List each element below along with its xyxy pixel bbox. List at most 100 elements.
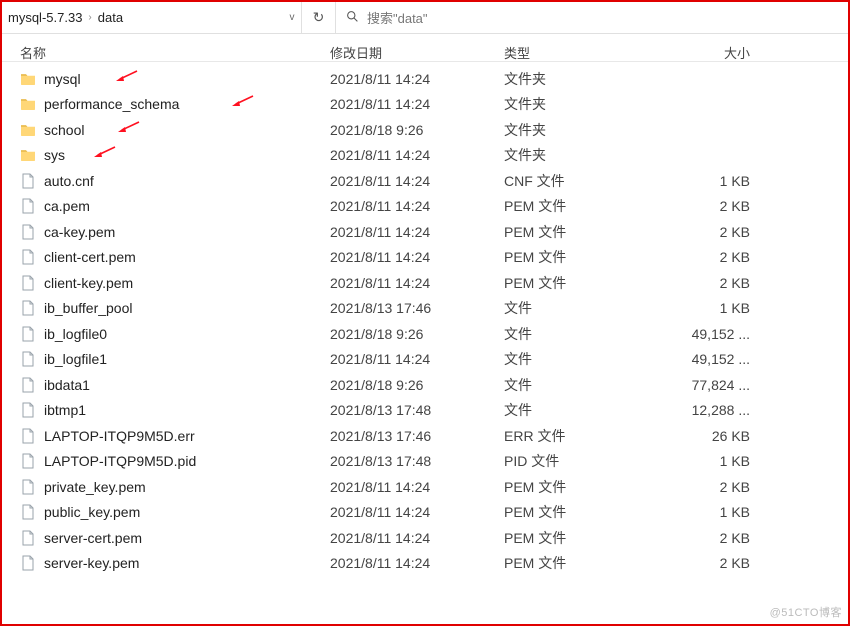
cell-name[interactable]: mysql (2, 71, 330, 87)
cell-name[interactable]: auto.cnf (2, 173, 330, 189)
crumb-current[interactable]: data (98, 10, 123, 25)
annotation-arrow-icon (94, 145, 116, 159)
cell-type: PEM 文件 (504, 273, 654, 293)
cell-type: PEM 文件 (504, 247, 654, 267)
item-name: ib_buffer_pool (44, 300, 132, 316)
file-row[interactable]: auto.cnf2021/8/11 14:24CNF 文件1 KB (2, 168, 848, 194)
cell-name[interactable]: ib_buffer_pool (2, 300, 330, 316)
cell-date: 2021/8/11 14:24 (330, 530, 504, 546)
cell-name[interactable]: client-cert.pem (2, 249, 330, 265)
cell-name[interactable]: server-key.pem (2, 555, 330, 571)
cell-name[interactable]: ibtmp1 (2, 402, 330, 418)
cell-type: CNF 文件 (504, 171, 654, 191)
cell-date: 2021/8/11 14:24 (330, 173, 504, 189)
cell-size: 1 KB (654, 504, 764, 520)
file-icon (20, 249, 36, 265)
cell-type: PEM 文件 (504, 477, 654, 497)
file-row[interactable]: ib_logfile02021/8/18 9:26文件49,152 ... (2, 321, 848, 347)
cell-name[interactable]: private_key.pem (2, 479, 330, 495)
file-icon (20, 428, 36, 444)
file-icon (20, 173, 36, 189)
file-icon (20, 555, 36, 571)
header-name[interactable]: 名称 (2, 43, 330, 62)
item-name: school (44, 122, 84, 138)
cell-type: 文件 (504, 349, 654, 369)
file-row[interactable]: ib_logfile12021/8/11 14:24文件49,152 ... (2, 347, 848, 373)
item-name: server-cert.pem (44, 530, 142, 546)
cell-type: ERR 文件 (504, 426, 654, 446)
file-row[interactable]: ca.pem2021/8/11 14:24PEM 文件2 KB (2, 194, 848, 220)
folder-row[interactable]: sys 2021/8/11 14:24文件夹 (2, 143, 848, 169)
cell-size: 2 KB (654, 530, 764, 546)
cell-name[interactable]: client-key.pem (2, 275, 330, 291)
search-icon (346, 10, 359, 26)
breadcrumb[interactable]: mysql-5.7.33 › data v (2, 2, 302, 33)
crumb-parent[interactable]: mysql-5.7.33 (8, 10, 82, 25)
folder-row[interactable]: mysql 2021/8/11 14:24文件夹 (2, 66, 848, 92)
cell-type: PEM 文件 (504, 222, 654, 242)
cell-type: PEM 文件 (504, 553, 654, 573)
refresh-button[interactable]: ↻ (302, 2, 336, 33)
cell-type: 文件夹 (504, 94, 654, 114)
folder-row[interactable]: performance_schema 2021/8/11 14:24文件夹 (2, 92, 848, 118)
cell-date: 2021/8/18 9:26 (330, 122, 504, 138)
item-name: public_key.pem (44, 504, 140, 520)
file-row[interactable]: client-cert.pem2021/8/11 14:24PEM 文件2 KB (2, 245, 848, 271)
file-row[interactable]: ibtmp12021/8/13 17:48文件12,288 ... (2, 398, 848, 424)
annotation-arrow-icon (116, 69, 138, 83)
file-icon (20, 377, 36, 393)
cell-size: 2 KB (654, 224, 764, 240)
annotation-arrow-icon (118, 120, 140, 134)
cell-name[interactable]: ca-key.pem (2, 224, 330, 240)
cell-size: 2 KB (654, 275, 764, 291)
file-row[interactable]: ib_buffer_pool2021/8/13 17:46文件1 KB (2, 296, 848, 322)
file-row[interactable]: ca-key.pem2021/8/11 14:24PEM 文件2 KB (2, 219, 848, 245)
cell-name[interactable]: ib_logfile0 (2, 326, 330, 342)
item-name: ibdata1 (44, 377, 90, 393)
file-row[interactable]: server-cert.pem2021/8/11 14:24PEM 文件2 KB (2, 525, 848, 551)
cell-name[interactable]: server-cert.pem (2, 530, 330, 546)
header-type[interactable]: 类型 (504, 43, 654, 62)
cell-type: 文件 (504, 324, 654, 344)
file-icon (20, 224, 36, 240)
file-icon (20, 479, 36, 495)
cell-name[interactable]: ib_logfile1 (2, 351, 330, 367)
refresh-icon: ↻ (313, 9, 325, 26)
cell-size: 1 KB (654, 453, 764, 469)
search-box[interactable]: 搜索"data" (336, 2, 848, 33)
cell-name[interactable]: sys (2, 147, 330, 163)
address-toolbar: mysql-5.7.33 › data v ↻ 搜索"data" (2, 2, 848, 34)
cell-type: 文件夹 (504, 120, 654, 140)
cell-name[interactable]: ibdata1 (2, 377, 330, 393)
file-row[interactable]: ibdata12021/8/18 9:26文件77,824 ... (2, 372, 848, 398)
cell-size: 2 KB (654, 479, 764, 495)
file-row[interactable]: public_key.pem2021/8/11 14:24PEM 文件1 KB (2, 500, 848, 526)
file-row[interactable]: LAPTOP-ITQP9M5D.err2021/8/13 17:46ERR 文件… (2, 423, 848, 449)
file-row[interactable]: client-key.pem2021/8/11 14:24PEM 文件2 KB (2, 270, 848, 296)
folder-icon (20, 96, 36, 112)
header-size[interactable]: 大小 (654, 43, 764, 62)
cell-type: PID 文件 (504, 451, 654, 471)
cell-date: 2021/8/11 14:24 (330, 71, 504, 87)
file-row[interactable]: private_key.pem 2021/8/11 14:24PEM 文件2 KB (2, 474, 848, 500)
chevron-down-icon[interactable]: v (283, 12, 301, 23)
header-date[interactable]: 修改日期 (330, 43, 504, 62)
file-icon (20, 198, 36, 214)
cell-size: 1 KB (654, 173, 764, 189)
cell-date: 2021/8/11 14:24 (330, 479, 504, 495)
file-row[interactable]: server-key.pem2021/8/11 14:24PEM 文件2 KB (2, 551, 848, 577)
item-name: private_key.pem (44, 479, 146, 495)
cell-name[interactable]: performance_schema (2, 96, 330, 112)
cell-name[interactable]: LAPTOP-ITQP9M5D.err (2, 428, 330, 444)
cell-date: 2021/8/13 17:48 (330, 402, 504, 418)
cell-type: PEM 文件 (504, 502, 654, 522)
cell-name[interactable]: ca.pem (2, 198, 330, 214)
folder-row[interactable]: school 2021/8/18 9:26文件夹 (2, 117, 848, 143)
cell-name[interactable]: LAPTOP-ITQP9M5D.pid (2, 453, 330, 469)
column-headers: 名称 修改日期 类型 大小 (2, 34, 848, 62)
file-row[interactable]: LAPTOP-ITQP9M5D.pid2021/8/13 17:48PID 文件… (2, 449, 848, 475)
item-name: ca-key.pem (44, 224, 115, 240)
chevron-right-icon: › (86, 12, 93, 23)
cell-name[interactable]: school (2, 122, 330, 138)
cell-name[interactable]: public_key.pem (2, 504, 330, 520)
